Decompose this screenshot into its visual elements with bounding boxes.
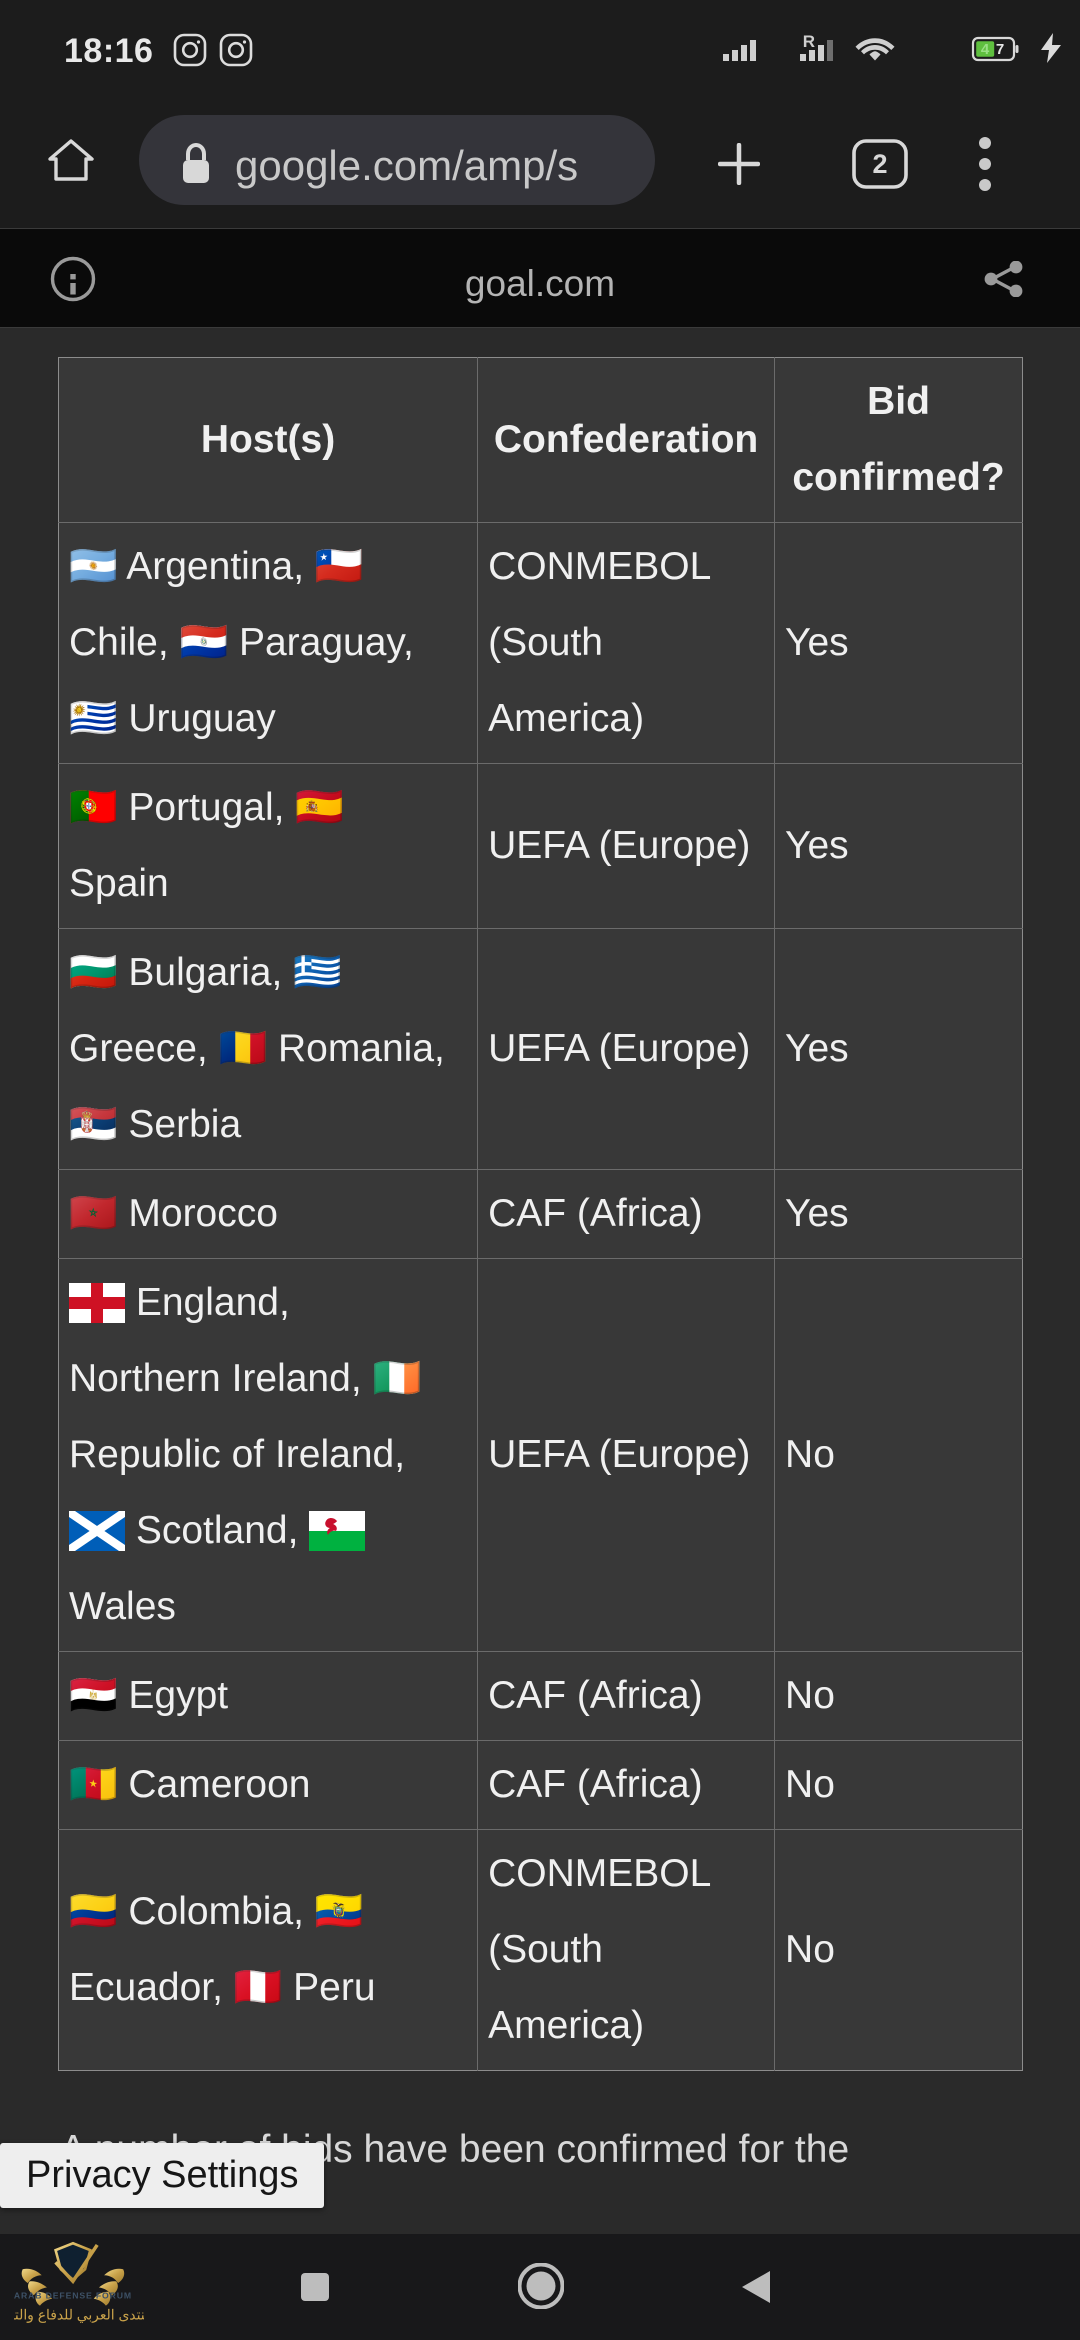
svg-text:7: 7 bbox=[996, 41, 1004, 58]
svg-text:4: 4 bbox=[981, 41, 990, 58]
svg-text:المنتدى العربي للدفاع والتسليح: المنتدى العربي للدفاع والتسليح bbox=[14, 2307, 144, 2324]
svg-text:ARAB DEFENSE FORUM: ARAB DEFENSE FORUM bbox=[14, 2291, 132, 2301]
svg-text:2: 2 bbox=[872, 149, 887, 179]
